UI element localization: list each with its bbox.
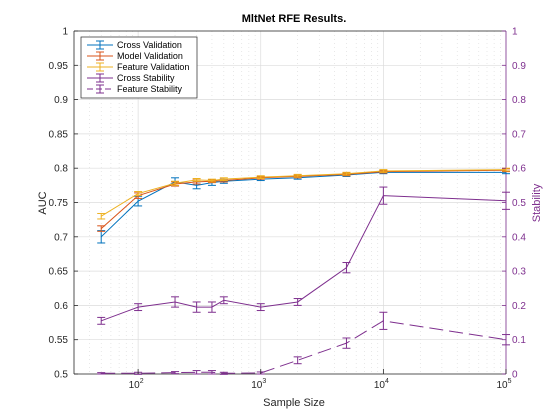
y-tick-label: 0.75 — [49, 198, 69, 209]
ticks-layer: 0.5 0.55 0.6 0.65 0.7 0.75 0.8 0.85 0.9 0.95 1 0 0.1… — [49, 27, 527, 392]
legend-item: Cross Stability — [87, 73, 175, 83]
y-tick-label: 0.5 — [54, 370, 68, 381]
y-tick-label: 0.55 — [49, 335, 69, 346]
y-tick-label: 0.6 — [54, 301, 68, 312]
legend-label: Feature Validation — [117, 62, 189, 72]
series-feature-validation — [97, 167, 510, 220]
y-axis-label-right: Stability — [531, 183, 543, 222]
x-axis-label: Sample Size — [263, 397, 325, 409]
legend-item: Model Validation — [87, 51, 183, 61]
y-tick-label-right: 0.9 — [512, 61, 526, 72]
x-tick-label: 104 — [374, 378, 389, 391]
y-tick-label-right: 0.2 — [512, 301, 526, 312]
y-tick-label-right: 1 — [512, 27, 518, 38]
x-tick-label: 105 — [496, 378, 511, 391]
y-tick-label: 0.9 — [54, 95, 68, 106]
chart-title: MltNet RFE Results. — [242, 13, 347, 25]
y-tick-label: 0.65 — [49, 267, 69, 278]
y-tick-label-right: 0.6 — [512, 164, 526, 175]
y-tick-label: 0.7 — [54, 232, 68, 243]
legend-item: Cross Validation — [87, 40, 182, 50]
series-cross-stability — [97, 186, 510, 325]
legend-label: Model Validation — [117, 51, 183, 61]
legend-item: Feature Stability — [87, 84, 183, 94]
legend-label: Cross Stability — [117, 73, 175, 83]
y-tick-label-right: 0 — [512, 370, 518, 381]
y-tick-label: 1 — [62, 27, 68, 38]
y-tick-label-right: 0.1 — [512, 335, 526, 346]
legend-label: Feature Stability — [117, 84, 183, 94]
y-tick-label-right: 0.8 — [512, 95, 526, 106]
x-tick-label: 102 — [129, 378, 144, 391]
legend-label: Cross Validation — [117, 40, 182, 50]
legend-item: Feature Validation — [87, 62, 189, 72]
y-tick-label-right: 0.7 — [512, 129, 526, 140]
y-tick-label-right: 0.4 — [512, 232, 526, 243]
x-tick-label: 103 — [251, 378, 266, 391]
y-tick-label: 0.85 — [49, 129, 69, 140]
y-axis-label: AUC — [37, 191, 49, 214]
y-tick-label: 0.95 — [49, 61, 69, 72]
y-tick-label-right: 0.3 — [512, 267, 526, 278]
y-tick-label-right: 0.5 — [512, 198, 526, 209]
y-tick-label: 0.8 — [54, 164, 68, 175]
